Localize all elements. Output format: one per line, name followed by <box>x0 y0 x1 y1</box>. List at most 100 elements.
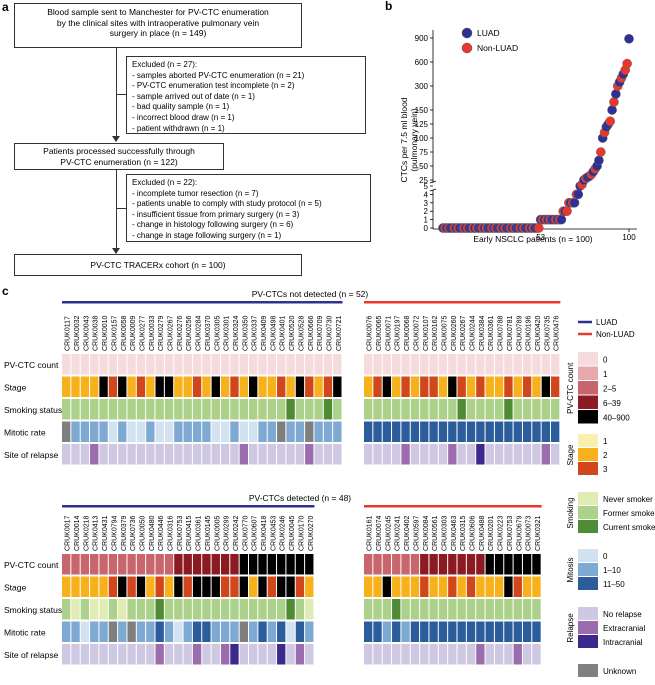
heatmap-cell-count <box>364 554 373 575</box>
heatmap-cell-mitosis <box>438 621 448 642</box>
heatmap-cell-mitosis <box>286 421 295 442</box>
heatmap-cell-mitosis <box>230 421 239 442</box>
heatmap-row-label: Stage <box>4 583 26 593</box>
heatmap-cell-count <box>392 354 401 375</box>
heatmap-cell-count <box>230 354 239 375</box>
legend-swatch <box>578 549 598 562</box>
patient-id-label: CRUK0415 <box>186 515 193 551</box>
legend-swatch <box>578 434 598 447</box>
patient-id-label: CRUK0528 <box>298 315 305 351</box>
heatmap-cell-relapse <box>258 644 267 665</box>
patient-id-label: CRUK0480 <box>149 515 156 551</box>
heatmap-cell-smoking <box>202 399 211 420</box>
exclusion-1-item: - samples aborted PV-CTC enumeration (n … <box>132 70 305 80</box>
legend-swatch-unknown <box>578 664 598 677</box>
flow-box-initial-line1: Blood sample sent to Manchester for PV-C… <box>47 7 269 17</box>
heatmap-cell-relapse <box>494 444 504 465</box>
heatmap-cell-relapse <box>382 644 392 665</box>
heatmap-cell-stage <box>183 376 192 397</box>
heatmap-cell-relapse <box>71 644 80 665</box>
chart-legend: LUAD Non-LUAD <box>461 27 518 54</box>
heatmap-cell-count <box>202 554 211 575</box>
heatmap-cell-stage <box>277 376 286 397</box>
bottom-non-luad-histology-bar <box>364 505 542 508</box>
patient-id-label: CRUK0324 <box>233 315 240 351</box>
heatmap-cell-count <box>448 354 457 375</box>
heatmap-cell-relapse <box>164 644 174 665</box>
heatmap-cell-count <box>99 354 108 375</box>
exclusion-box-1: Excluded (n = 27): - samples aborted PV-… <box>126 56 366 134</box>
y-tick-label: 125 <box>415 120 429 129</box>
heatmap-cell-stage <box>211 376 220 397</box>
chart-points <box>438 34 634 233</box>
patient-id-label: CRUK0597 <box>413 515 420 551</box>
heatmap-cell-relapse <box>485 644 494 665</box>
heatmap-cell-relapse <box>71 444 80 465</box>
heatmap-cell-smoking <box>522 399 532 420</box>
heatmap-cell-stage <box>466 576 476 597</box>
exclusion-2-item: - change in histology following surgery … <box>132 220 294 230</box>
heatmap-cell-relapse <box>183 444 192 465</box>
heatmap-cell-relapse <box>136 444 146 465</box>
legend-swatch <box>578 448 598 461</box>
legend-label: 2–5 <box>603 384 617 393</box>
heatmap-cell-relapse <box>174 444 183 465</box>
heatmap-cell-mitosis <box>192 421 202 442</box>
patient-id-label: CRUK0789 <box>516 315 523 351</box>
patient-id-label: CRUK0074 <box>376 515 383 551</box>
heatmap-cell-stage <box>90 376 99 397</box>
legend-swatch <box>578 395 598 409</box>
heatmap-cell-smoking <box>457 399 466 420</box>
heatmap-cell-relapse <box>118 444 127 465</box>
heatmap-cell-relapse <box>429 444 438 465</box>
heatmap-cell-stage <box>401 376 410 397</box>
y-axis-label-line2: (pulmonary vein) <box>409 108 419 171</box>
heatmap-cell-stage <box>364 576 373 597</box>
heatmap-cell-count <box>267 554 277 575</box>
patient-id-label: CRUK0781 <box>507 315 514 351</box>
heatmap-cell-count <box>420 354 429 375</box>
heatmap-cell-relapse <box>202 444 211 465</box>
heatmap-cell-mitosis <box>373 621 382 642</box>
patient-id-label: CRUK0276 <box>177 315 184 351</box>
heatmap-cell-mitosis <box>90 621 99 642</box>
heatmap-cell-mitosis <box>410 421 420 442</box>
heatmap-cell-relapse <box>286 644 295 665</box>
heatmap-cell-smoking <box>305 399 314 420</box>
heatmap-cell-stage <box>108 376 118 397</box>
patient-id-label: CRUK0753 <box>507 515 514 551</box>
heatmap-cell-smoking <box>239 599 248 620</box>
patient-id-label: CRUK0735 <box>544 315 551 351</box>
heatmap-cell-smoking <box>494 599 504 620</box>
heatmap-cell-mitosis <box>118 621 127 642</box>
heatmap-cell-relapse <box>373 644 382 665</box>
heatmap-cell-relapse <box>420 444 429 465</box>
heatmap-row-label: Smoking status <box>4 605 62 615</box>
patient-id-label: CRUK0361 <box>488 315 495 351</box>
heatmap-row-label: Smoking status <box>4 405 62 415</box>
heatmap-cell-count <box>220 554 230 575</box>
heatmap-cell-relapse <box>136 644 146 665</box>
heatmap-cell-mitosis <box>127 421 136 442</box>
heatmap-cell-smoking <box>62 599 71 620</box>
heatmap-cell-stage <box>183 576 192 597</box>
heatmap-cell-smoking <box>429 599 438 620</box>
heatmap-cell-stage <box>249 576 258 597</box>
heatmap-cell-smoking <box>476 399 485 420</box>
legend-swatch <box>578 462 598 475</box>
patient-id-label: CRUK0244 <box>470 315 477 351</box>
heatmap-cell-stage <box>71 376 80 397</box>
heatmap-cell-mitosis <box>183 621 192 642</box>
point-luad <box>624 34 634 44</box>
legend-label: Former smoker <box>603 509 655 518</box>
heatmap-cell-relapse <box>522 644 532 665</box>
heatmap-cell-smoking <box>155 399 164 420</box>
heatmap-cell-mitosis <box>551 421 560 442</box>
heatmap-cell-smoking <box>438 599 448 620</box>
heatmap-cell-relapse <box>80 644 90 665</box>
patient-id-label: CRUK0520 <box>289 315 296 351</box>
heatmap-cell-mitosis <box>99 421 108 442</box>
patient-id-label: CRUK0370 <box>205 315 212 351</box>
heatmap-cell-relapse <box>127 644 136 665</box>
heatmap-cell-stage <box>485 376 494 397</box>
